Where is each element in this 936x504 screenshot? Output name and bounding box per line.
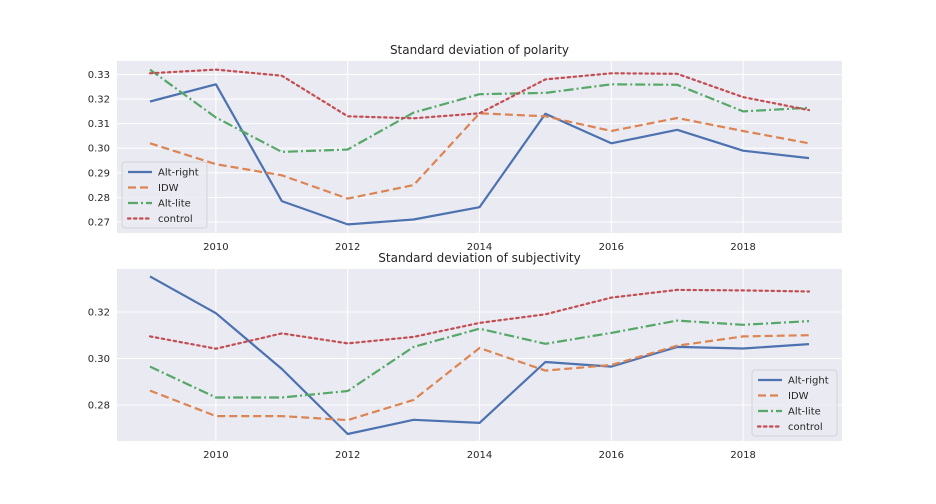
chart-title-polarity: Standard deviation of polarity — [390, 43, 569, 57]
x-tick-label: 2014 — [467, 242, 492, 253]
legend-box — [751, 369, 838, 437]
legend-label: IDW — [788, 391, 809, 402]
series-polarity — [148, 68, 811, 226]
x-tick-label: 2016 — [599, 242, 624, 253]
polarity-chart: 2010 2012 2014 2016 2018 0.27 0.28 0.29 0.30 0.31… — [88, 43, 842, 253]
legend-box — [121, 161, 208, 229]
x-tick-label: 2018 — [730, 450, 755, 461]
ticks-polarity: 2010 2012 2014 2016 2018 0.27 0.28 0.29 0.30 0.31… — [88, 70, 756, 253]
y-tick-label: 0.32 — [88, 95, 110, 106]
grid-subjectivity — [117, 269, 842, 441]
x-tick-label: 2016 — [599, 450, 624, 461]
series-line-alt-lite — [149, 319, 810, 399]
series-line-alt-lite — [149, 68, 810, 153]
ticks-subjectivity: 2010 2012 2014 2016 2018 0.28 0.30 0.32 — [88, 308, 756, 462]
legend-subjectivity: Alt-right IDW Alt-lite control — [751, 369, 838, 437]
legend-label: Alt-right — [788, 376, 829, 387]
subjectivity-chart: 2010 2012 2014 2016 2018 0.28 0.30 0.32 Standar… — [88, 251, 842, 461]
x-tick-label: 2014 — [467, 450, 492, 461]
series-subjectivity — [148, 275, 811, 436]
x-tick-label: 2012 — [335, 450, 360, 461]
y-tick-label: 0.29 — [88, 168, 110, 179]
grid-polarity — [117, 61, 842, 233]
series-line-control — [148, 68, 811, 120]
y-tick-label: 0.30 — [88, 354, 110, 365]
legend-label: Alt-right — [158, 168, 199, 179]
y-tick-label: 0.32 — [88, 308, 110, 319]
y-tick-label: 0.33 — [88, 70, 110, 81]
x-tick-label: 2018 — [730, 242, 755, 253]
series-line-idw — [149, 112, 810, 200]
legend-label: Alt-lite — [158, 199, 191, 210]
y-tick-label: 0.28 — [88, 400, 110, 411]
x-tick-label: 2010 — [203, 242, 228, 253]
y-tick-label: 0.27 — [88, 217, 110, 228]
series-line-alt-right — [149, 275, 810, 436]
legend-label: control — [158, 214, 193, 225]
legend-label: control — [788, 422, 823, 433]
legend-label: IDW — [158, 183, 179, 194]
y-tick-label: 0.31 — [88, 119, 110, 130]
x-tick-label: 2010 — [203, 450, 228, 461]
series-line-alt-right — [149, 83, 810, 226]
series-line-idw — [149, 334, 810, 422]
y-tick-label: 0.30 — [88, 144, 110, 155]
legend-polarity: Alt-right IDW Alt-lite control — [121, 161, 208, 229]
y-tick-label: 0.28 — [88, 193, 110, 204]
legend-label: Alt-lite — [788, 407, 821, 418]
series-line-control — [148, 288, 811, 350]
chart-title-subjectivity: Standard deviation of subjectivity — [378, 251, 580, 265]
x-tick-label: 2012 — [335, 242, 360, 253]
